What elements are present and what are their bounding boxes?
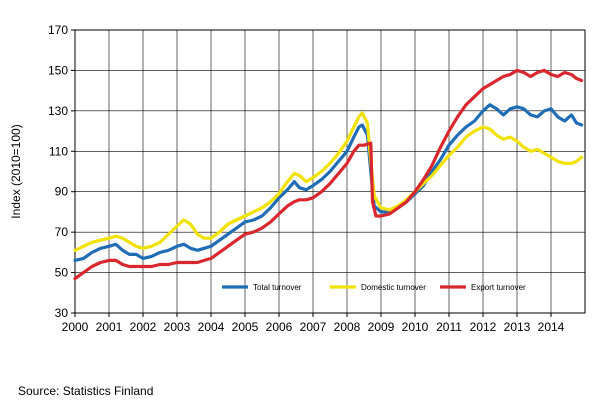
x-tick-label: 2002 — [130, 320, 157, 334]
y-tick-label: 170 — [48, 23, 68, 37]
y-tick-label: 150 — [48, 63, 68, 77]
x-tick-label: 2012 — [470, 320, 497, 334]
x-tick-label: 2007 — [300, 320, 327, 334]
x-tick-label: 2013 — [504, 320, 531, 334]
y-axis-title: Index (2010=100) — [9, 124, 23, 218]
y-tick-label: 110 — [49, 144, 68, 158]
series-line-total-turnover — [73, 103, 584, 262]
legend-label: Total turnover — [253, 283, 302, 292]
x-tick-label: 2008 — [334, 320, 361, 334]
y-tick-label: 50 — [55, 266, 69, 280]
x-tick-label: 2000 — [62, 320, 89, 334]
x-axis-ticks: 2000 2001 2002 2003 2004 2005 2006 2007 2008 2009… — [62, 313, 565, 334]
series-line-export-turnover — [73, 68, 584, 281]
plot-area-frame — [74, 29, 586, 314]
x-tick-label: 2010 — [402, 320, 429, 334]
legend-label: Domestic turnover — [361, 283, 426, 292]
series-line-domestic-turnover — [73, 111, 584, 252]
y-tick-label: 90 — [55, 185, 69, 199]
x-tick-label: 2014 — [538, 320, 565, 334]
x-tick-label: 2006 — [266, 320, 293, 334]
y-tick-label: 70 — [55, 225, 69, 239]
x-tick-label: 2009 — [368, 320, 395, 334]
x-tick-label: 2005 — [232, 320, 259, 334]
source-note: Source: Statistics Finland — [18, 384, 154, 398]
y-tick-label: 30 — [55, 306, 69, 320]
gridlines — [75, 30, 585, 313]
x-tick-label: 2011 — [436, 320, 462, 334]
y-axis-ticks: 30 50 70 90 110 130 150 170 — [48, 23, 75, 320]
series-lines — [73, 68, 584, 281]
y-tick-label: 130 — [48, 104, 68, 118]
x-tick-label: 2001 — [96, 320, 123, 334]
x-tick-label: 2003 — [164, 320, 191, 334]
legend-label: Export turnover — [471, 283, 526, 292]
x-tick-label: 2004 — [198, 320, 225, 334]
legend: Total turnover Domestic turnover Export tu… — [222, 283, 526, 292]
